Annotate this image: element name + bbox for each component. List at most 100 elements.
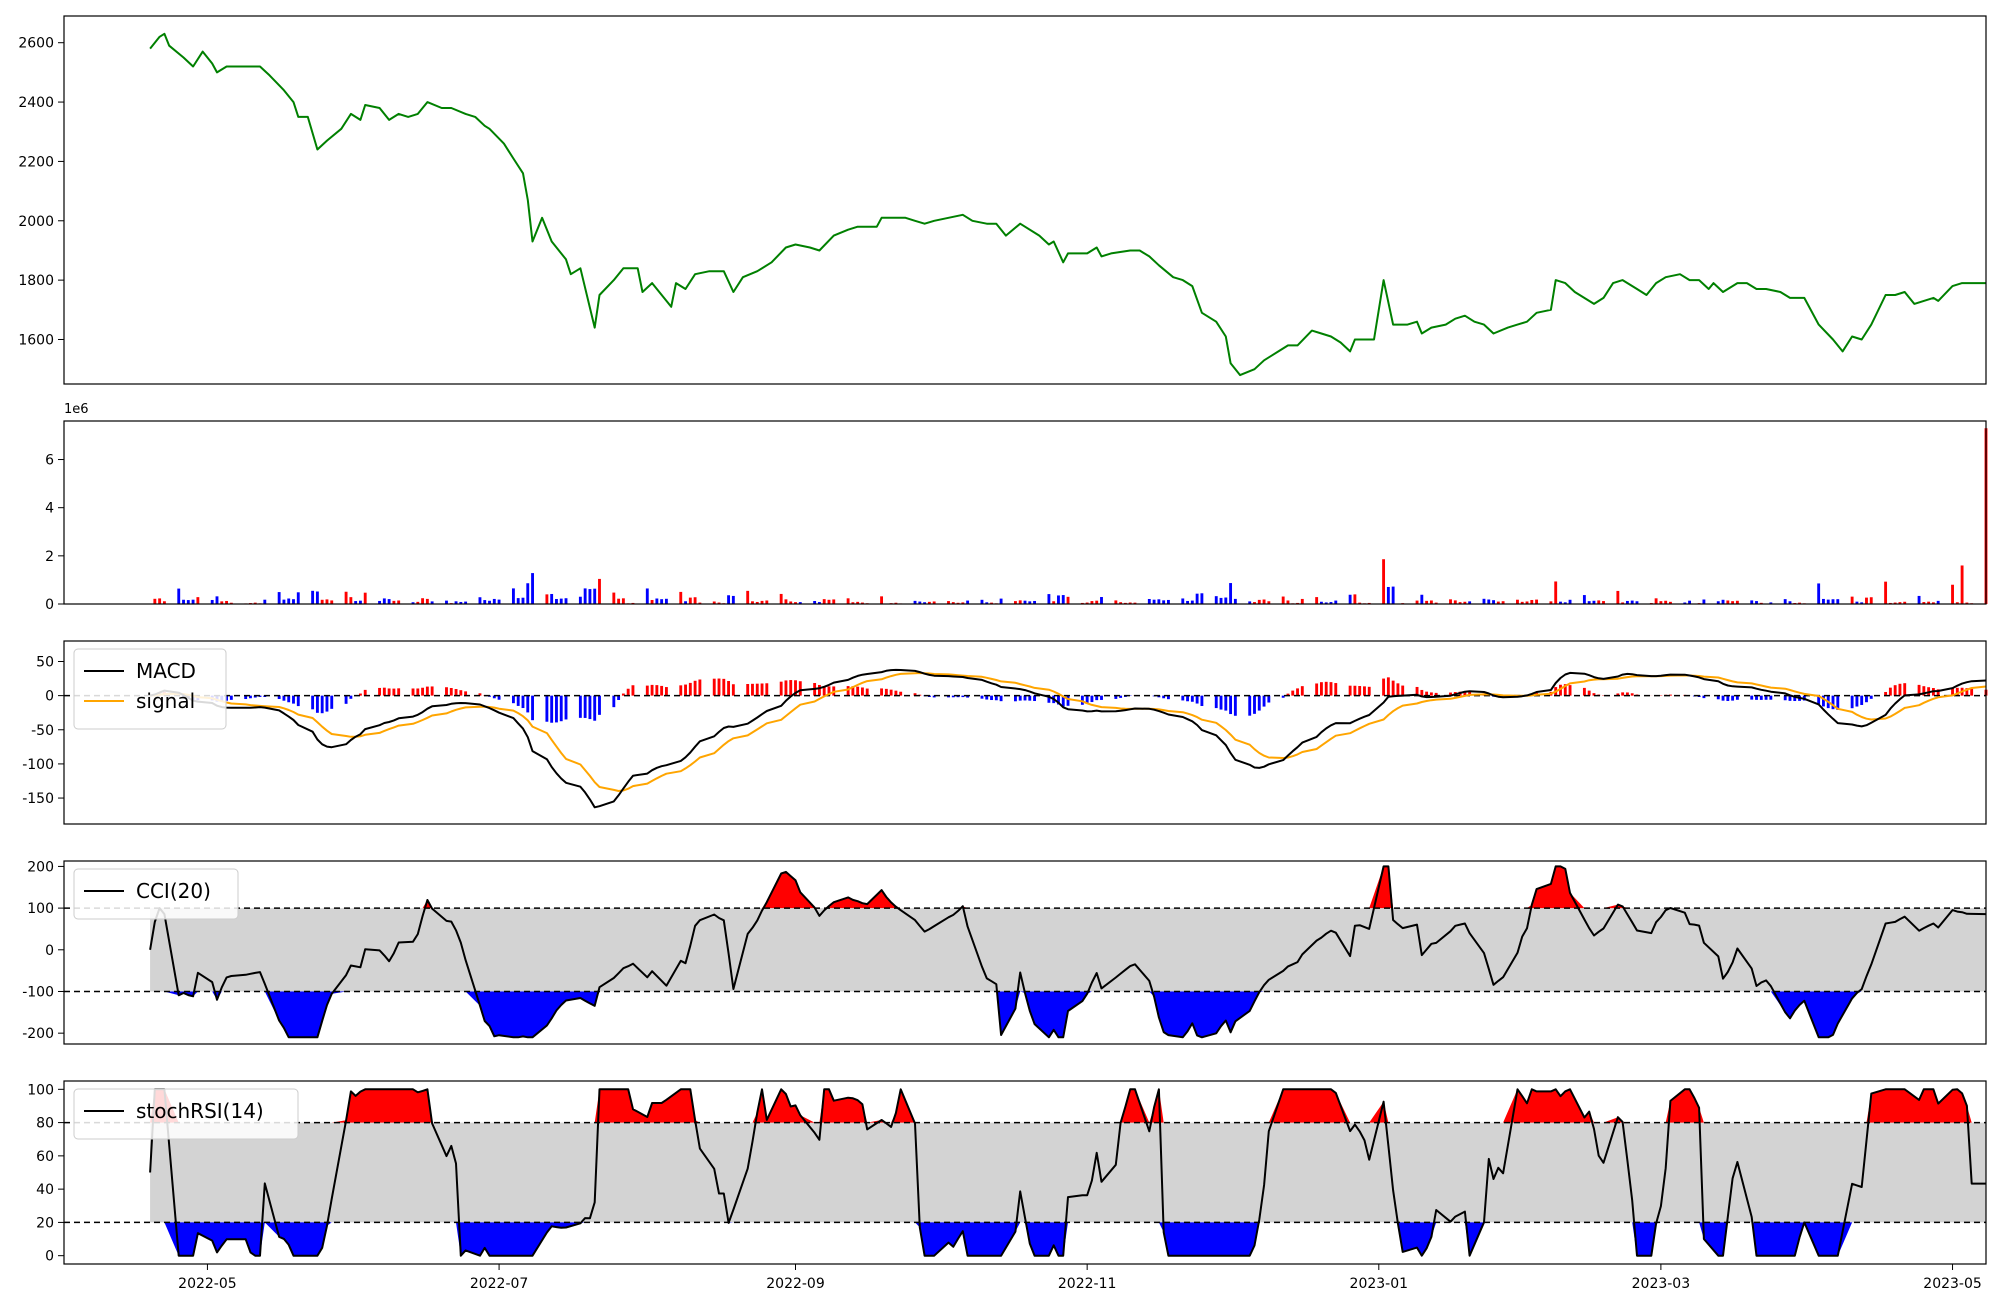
volume-bar [1449, 599, 1452, 604]
volume-bar [1769, 602, 1773, 604]
volume-bar [1420, 594, 1424, 604]
volume-bar [1587, 601, 1591, 604]
volume-bar [1391, 586, 1395, 604]
volume-bar [645, 588, 649, 604]
volume-bar [478, 597, 482, 604]
volume-bar [153, 598, 157, 604]
volume-bar [617, 598, 621, 604]
macd-histogram-bar [349, 695, 353, 699]
volume-bar [1458, 602, 1462, 604]
macd-histogram-bar [511, 695, 515, 704]
macd-histogram-bar [1587, 690, 1591, 696]
volume-bar [229, 602, 233, 604]
macd-histogram-bar [626, 688, 630, 696]
volume-bar [1057, 595, 1060, 604]
macd-histogram-bar [1425, 691, 1429, 696]
macd-histogram-bar [1396, 683, 1400, 696]
macd-histogram-bar [449, 687, 453, 696]
macd-histogram-bar [1755, 695, 1758, 700]
macd-histogram-bar [1100, 695, 1103, 700]
macd-histogram-bar [1716, 695, 1720, 700]
price-plot-area [64, 16, 1986, 384]
stoch-rsi-overbought-fill [150, 1089, 1987, 1123]
volume-bar [1750, 600, 1754, 604]
volume-bar [1018, 600, 1022, 604]
macd-histogram-bar [397, 688, 401, 696]
macd-histogram-bar [746, 683, 750, 696]
macd-histogram-bar [1965, 688, 1969, 696]
volume-bar [1965, 602, 1969, 604]
macd-histogram-bar [856, 686, 860, 696]
volume-bar [1869, 597, 1873, 604]
cci-oversold-fill [150, 991, 1987, 1038]
macd-histogram-bar [817, 684, 821, 696]
macd-histogram-bar [593, 695, 597, 721]
volume-bar [1496, 601, 1500, 604]
volume-bar [856, 601, 860, 604]
macd-histogram-bar [999, 695, 1003, 702]
volume-bar [1353, 594, 1357, 604]
macd-histogram-bar [1095, 695, 1099, 701]
volume-bar [564, 598, 568, 604]
macd-histogram-bar [1903, 683, 1907, 696]
macd-histogram-bar [1449, 692, 1452, 696]
macd-histogram-bar [1090, 695, 1094, 703]
macd-histogram-bar [1028, 695, 1032, 701]
volume-bar [1023, 600, 1027, 604]
macd-histogram-bar [1219, 695, 1223, 710]
volume-bar [555, 598, 558, 604]
price-line [149, 32, 1986, 377]
volume-bar [980, 599, 984, 604]
volume-bar [1262, 599, 1266, 604]
stoch-rsi-y-tick-label: 100 [27, 1082, 54, 1098]
volume-bar [655, 598, 659, 604]
volume-bar [1229, 583, 1233, 604]
macd-histogram-bar [798, 681, 802, 696]
macd-histogram-bar [1865, 695, 1868, 703]
macd-histogram-bar [947, 695, 950, 698]
x-tick-label: 2023-05 [1923, 1276, 1982, 1292]
legend-label: CCI(20) [136, 879, 211, 903]
volume-bar [1688, 600, 1692, 604]
volume-bar [1253, 602, 1256, 604]
macd-histogram-bar [1066, 695, 1070, 706]
volume-bar [397, 600, 401, 604]
macd-histogram-bar [1884, 691, 1888, 696]
volume-bar [578, 596, 582, 604]
volume-bar [516, 598, 520, 604]
macd-histogram-bar [1162, 695, 1166, 699]
volume-bar [292, 599, 295, 604]
macd-histogram-bar [894, 690, 898, 696]
macd-histogram-bar [1080, 695, 1084, 705]
volume-bar [822, 599, 826, 604]
volume-bar [531, 573, 534, 604]
macd-histogram-bar [1023, 695, 1027, 701]
volume-bar [330, 600, 334, 604]
macd-histogram-bar [1119, 695, 1123, 698]
volume-bar [913, 600, 917, 604]
volume-bar [1721, 599, 1725, 604]
volume-bar [731, 595, 735, 604]
macd-histogram-bar [445, 687, 448, 696]
macd-histogram-bar [1817, 695, 1821, 704]
macd-histogram-bar [1769, 695, 1773, 700]
macd-histogram-bar [478, 693, 482, 696]
macd-histogram-bar [358, 693, 362, 696]
volume-bar [861, 602, 864, 604]
macd-histogram-bar [784, 680, 788, 696]
volume-bar [358, 600, 362, 604]
macd-histogram-bar [1922, 686, 1926, 696]
volume-bar [215, 596, 219, 604]
volume-bar [1602, 601, 1605, 604]
macd-histogram-bar [454, 689, 458, 696]
macd-histogram-bar [1229, 695, 1233, 715]
volume-bar [1520, 601, 1524, 604]
volume-bar [354, 601, 358, 604]
volume-bar [794, 602, 797, 604]
legend-label: signal [136, 689, 195, 713]
volume-bar [1635, 601, 1639, 604]
x-tick-label: 2022-09 [766, 1276, 825, 1292]
macd-histogram-bar [650, 684, 654, 696]
volume-bar [947, 601, 950, 604]
volume-bar [1788, 601, 1792, 604]
